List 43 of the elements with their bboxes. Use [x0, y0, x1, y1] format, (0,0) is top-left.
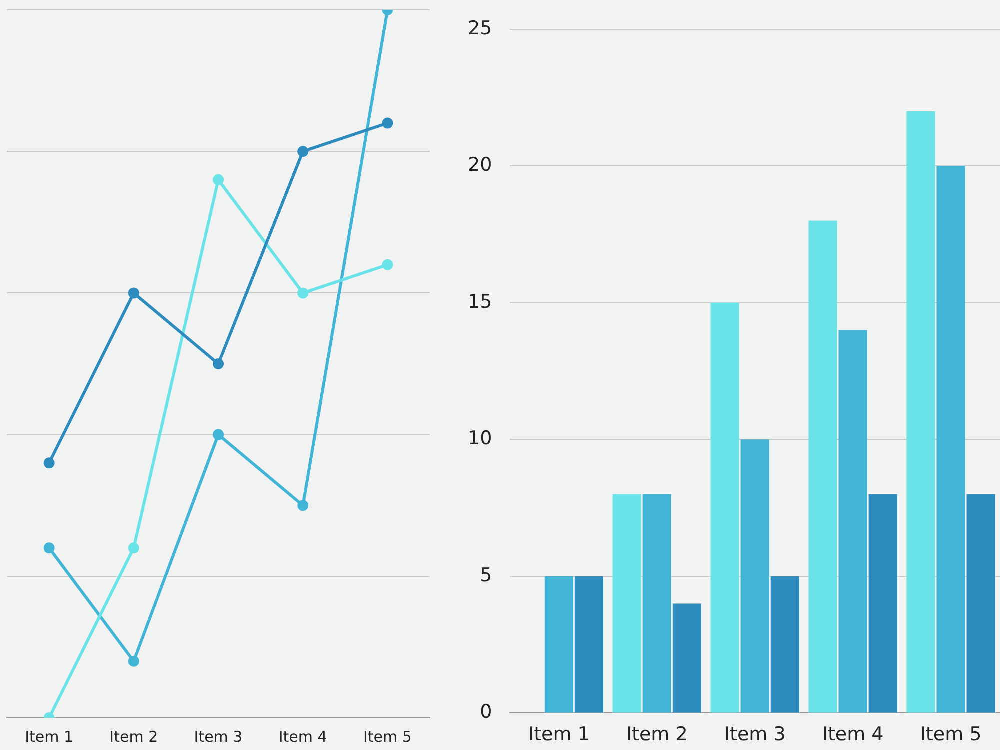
bar [612, 494, 642, 713]
x-tick-label: Item 3 [194, 728, 243, 746]
point [128, 288, 140, 299]
point [382, 118, 394, 129]
bar [808, 220, 838, 713]
point [128, 656, 140, 667]
y-tick-label: 20 [468, 154, 492, 176]
x-tick-label: Item 1 [528, 724, 590, 746]
bar [672, 604, 702, 713]
x-tick-label: Item 2 [110, 728, 158, 746]
bar [936, 166, 966, 713]
y-tick-label: 0 [480, 701, 492, 724]
point [44, 542, 55, 554]
point [382, 259, 394, 270]
point [298, 288, 309, 299]
point [213, 358, 224, 370]
bar [740, 440, 770, 713]
x-tick-label: Item 4 [278, 728, 328, 746]
x-tick-label: Item 4 [822, 724, 884, 746]
bar [838, 330, 868, 713]
point [44, 458, 55, 469]
bar [574, 576, 604, 713]
bar [966, 494, 996, 713]
x-tick-label: Item 5 [363, 728, 412, 746]
bar [710, 302, 740, 713]
x-tick-label: Item 5 [920, 724, 982, 746]
x-tick-label: Item 1 [25, 728, 74, 746]
bar [868, 494, 898, 713]
y-tick-label: 5 [480, 564, 492, 586]
bar [642, 494, 672, 713]
point [298, 146, 309, 158]
bar [770, 576, 800, 713]
y-tick-label: 15 [468, 290, 492, 313]
point [213, 429, 224, 440]
bar [544, 576, 574, 713]
point [213, 174, 224, 186]
point [128, 542, 140, 554]
x-tick-label: Item 3 [724, 724, 786, 746]
y-tick-label: 25 [468, 17, 492, 40]
x-tick-label: Item 2 [626, 724, 688, 746]
y-tick-label: 10 [468, 428, 492, 450]
point [298, 500, 309, 512]
bar [906, 111, 936, 713]
